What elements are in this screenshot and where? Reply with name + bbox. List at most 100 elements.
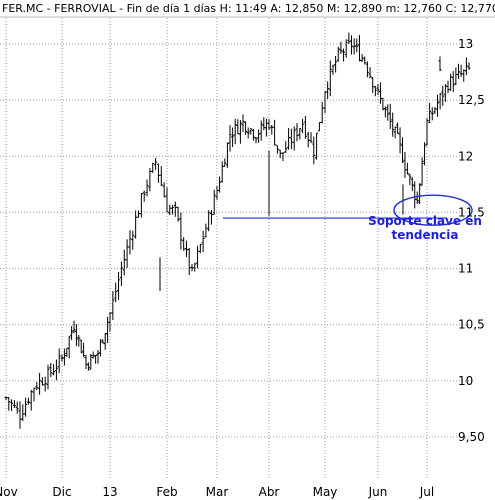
candle bbox=[171, 205, 175, 215]
support-ellipse bbox=[393, 194, 473, 226]
candle bbox=[145, 179, 149, 197]
candle bbox=[43, 376, 47, 392]
candle bbox=[459, 64, 463, 77]
y-tick-label: 12 bbox=[458, 149, 473, 163]
candle bbox=[193, 262, 197, 272]
candle bbox=[26, 397, 30, 405]
candle bbox=[35, 381, 39, 391]
candle bbox=[176, 206, 180, 222]
candle bbox=[415, 191, 419, 205]
candle bbox=[326, 81, 330, 99]
candle bbox=[52, 364, 56, 376]
candle bbox=[117, 271, 121, 300]
candle bbox=[77, 335, 81, 347]
header-close: C: 12,770 bbox=[446, 2, 495, 15]
candle bbox=[218, 176, 222, 193]
candle bbox=[57, 348, 61, 374]
candle bbox=[101, 339, 105, 344]
candle bbox=[371, 77, 375, 93]
candle bbox=[49, 363, 53, 378]
candle bbox=[74, 324, 78, 347]
candle bbox=[251, 129, 255, 141]
candle bbox=[289, 128, 293, 150]
candle bbox=[108, 311, 112, 332]
candle bbox=[184, 240, 188, 257]
candle bbox=[244, 121, 248, 135]
candle bbox=[236, 119, 240, 135]
candle bbox=[215, 185, 219, 200]
candle bbox=[408, 173, 412, 186]
candle bbox=[418, 183, 422, 204]
candle bbox=[398, 127, 402, 154]
candle bbox=[29, 389, 33, 411]
candle bbox=[357, 34, 361, 62]
candle bbox=[381, 97, 385, 111]
candle bbox=[111, 290, 115, 320]
candle bbox=[98, 339, 102, 357]
candle bbox=[386, 104, 390, 121]
candle bbox=[396, 122, 400, 134]
candle bbox=[40, 377, 44, 386]
y-tick-label: 10 bbox=[458, 374, 473, 388]
candle bbox=[436, 94, 439, 117]
candle bbox=[207, 210, 211, 232]
candle bbox=[103, 332, 107, 350]
candle bbox=[96, 350, 100, 364]
candle bbox=[241, 114, 245, 132]
candle bbox=[425, 118, 429, 146]
candle bbox=[446, 80, 450, 94]
candle bbox=[119, 261, 123, 287]
x-tick-label: Abr bbox=[259, 485, 280, 499]
candle bbox=[328, 60, 332, 97]
candle bbox=[168, 204, 172, 216]
candle bbox=[383, 106, 387, 118]
candle bbox=[301, 118, 305, 134]
candle bbox=[128, 230, 132, 255]
candle bbox=[223, 158, 227, 167]
candle bbox=[449, 73, 453, 91]
candle bbox=[438, 56, 442, 71]
candle bbox=[72, 320, 76, 334]
candle bbox=[201, 230, 205, 253]
candle bbox=[344, 39, 348, 58]
candle bbox=[179, 212, 183, 250]
x-tick-label: Jul bbox=[419, 485, 434, 499]
candle bbox=[187, 248, 191, 276]
candle bbox=[295, 123, 299, 142]
candle bbox=[413, 181, 417, 209]
candle bbox=[106, 316, 110, 344]
candle bbox=[423, 142, 427, 166]
candle bbox=[405, 162, 409, 175]
candle bbox=[89, 353, 93, 370]
candle bbox=[238, 120, 242, 144]
candle bbox=[267, 119, 271, 131]
candle bbox=[403, 152, 407, 178]
candle bbox=[273, 119, 277, 146]
candle bbox=[204, 223, 208, 238]
candle bbox=[428, 102, 432, 124]
candle bbox=[388, 103, 392, 129]
candle bbox=[270, 124, 274, 135]
y-axis: 13 12,5 12 11,5 11 10,5 10 9,50 bbox=[458, 37, 485, 444]
y-tick-label: 11,5 bbox=[458, 205, 485, 219]
candle bbox=[249, 128, 253, 135]
candle bbox=[139, 193, 143, 218]
candle bbox=[86, 362, 90, 371]
candle bbox=[451, 71, 455, 92]
candle bbox=[368, 67, 372, 79]
annotation-line-1: Soporte clave en bbox=[368, 214, 482, 228]
candle bbox=[315, 132, 319, 160]
candle bbox=[281, 152, 285, 161]
chart-header: FER.MC - FERROVIAL - Fin de día 1 días H… bbox=[2, 2, 495, 15]
candle bbox=[278, 149, 282, 159]
candle bbox=[137, 210, 140, 218]
candle bbox=[352, 38, 356, 55]
candle bbox=[334, 56, 338, 73]
candle bbox=[438, 93, 442, 110]
candle bbox=[401, 137, 404, 164]
candle bbox=[182, 237, 186, 251]
candle bbox=[46, 364, 50, 390]
candle bbox=[212, 189, 216, 215]
x-tick-label: Jun bbox=[368, 485, 388, 499]
candle bbox=[360, 54, 364, 63]
